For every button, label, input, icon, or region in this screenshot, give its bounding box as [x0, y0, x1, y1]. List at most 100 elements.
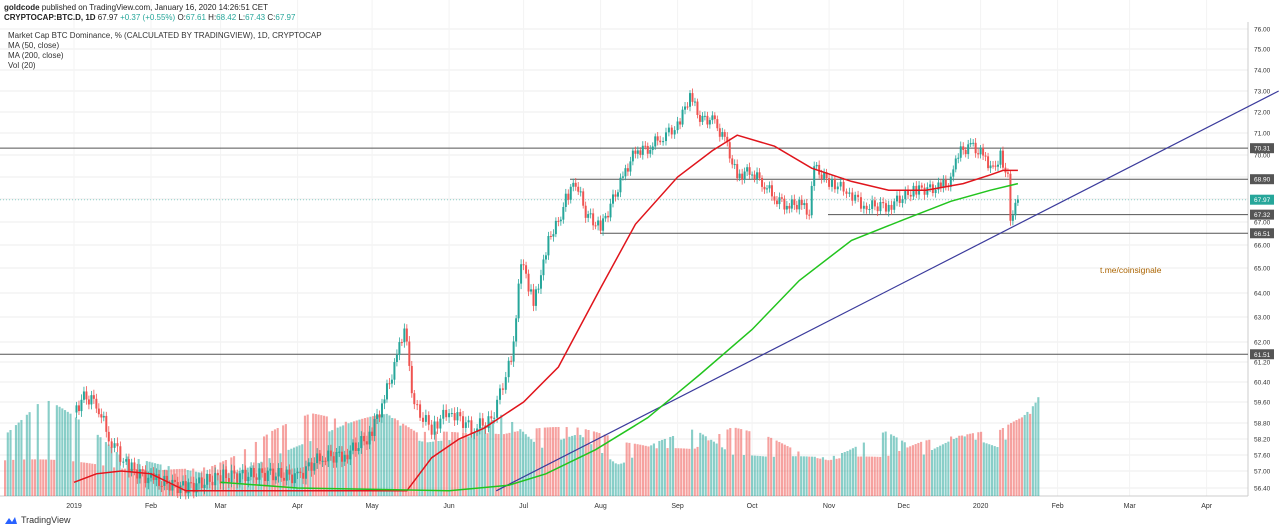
candle-body: [493, 417, 496, 419]
x-tick-label: Feb: [145, 503, 157, 510]
candle-body: [102, 415, 105, 418]
volume-bar: [1015, 420, 1018, 496]
ohlc-l: 67.43: [245, 13, 266, 22]
volume-bar: [950, 436, 953, 496]
volume-bar: [846, 450, 849, 496]
candle-body: [227, 478, 230, 483]
volume-bar: [467, 436, 470, 496]
legend-ma50[interactable]: MA (50, close): [8, 41, 60, 50]
volume-bar: [999, 429, 1002, 496]
ohlc-c-label: C:: [267, 13, 276, 22]
candle-body: [537, 288, 540, 290]
volume-bar: [666, 448, 669, 496]
candle-body: [713, 115, 716, 120]
volume-bar: [740, 429, 743, 496]
volume-bar: [363, 418, 366, 496]
candle-body: [200, 477, 203, 488]
volume-bar: [870, 456, 874, 496]
volume-bar: [478, 429, 481, 496]
candle-body: [696, 101, 699, 115]
candle-body: [190, 482, 193, 484]
candle-body: [456, 412, 459, 421]
candle-body: [920, 185, 923, 188]
candle-body: [95, 398, 98, 409]
volume-bar: [522, 431, 525, 496]
volume-bar: [342, 425, 345, 496]
candle-body: [746, 167, 749, 172]
volume-bar: [644, 445, 647, 496]
x-tick-label: Mar: [215, 503, 228, 510]
volume-bar: [69, 413, 72, 496]
volume-bar: [298, 445, 301, 496]
volume-bar: [650, 445, 653, 496]
candle-body: [609, 203, 612, 218]
volume-bar: [453, 432, 456, 496]
candle-body: [898, 195, 901, 203]
candle-body: [733, 164, 736, 166]
volume-bar: [53, 459, 56, 496]
candle-body: [614, 194, 617, 197]
volume-bar: [104, 442, 107, 496]
volume-bar: [153, 463, 157, 496]
candle-body: [179, 485, 182, 494]
volume-bar: [791, 456, 795, 496]
volume-bar: [393, 418, 396, 496]
volume-bar: [1020, 417, 1024, 496]
price-label: 66.51: [1254, 231, 1271, 238]
candle-body: [77, 405, 80, 412]
volume-bar: [911, 445, 914, 496]
volume-bar: [628, 442, 631, 496]
legend-ma200[interactable]: MA (200, close): [8, 51, 64, 60]
volume-bar: [601, 453, 604, 496]
candle-body: [763, 186, 766, 190]
legend-vol[interactable]: Vol (20): [8, 61, 36, 70]
volume-bar: [47, 400, 50, 496]
volume-bar: [565, 427, 568, 496]
author-name[interactable]: goldcode: [4, 3, 40, 12]
candle-body: [547, 235, 550, 256]
volume-bar: [328, 431, 331, 496]
candle-body: [244, 469, 247, 482]
volume-bar: [380, 414, 383, 496]
candle-body: [258, 468, 261, 480]
volume-bar: [151, 462, 154, 496]
y-tick-label: 73.00: [1254, 89, 1271, 96]
candle-body: [959, 146, 962, 158]
volume-bar: [58, 406, 61, 496]
volume-bar: [579, 434, 582, 496]
candle-body: [517, 283, 520, 319]
volume-bar: [562, 438, 566, 496]
candle-body: [708, 120, 711, 125]
candle-body: [357, 448, 360, 451]
volume-bar: [892, 435, 895, 496]
tradingview-logo[interactable]: TradingView: [4, 515, 71, 525]
volume-bar: [331, 430, 334, 496]
candle-body: [728, 142, 731, 159]
volume-bar: [102, 465, 105, 496]
volume-bar: [789, 447, 792, 496]
candle-body: [890, 204, 893, 210]
volume-bar: [502, 434, 506, 496]
y-tick-label: 61.20: [1254, 360, 1271, 367]
volume-bar: [352, 421, 356, 496]
candle-body: [562, 206, 565, 220]
candle-body: [82, 391, 85, 400]
candle-body: [481, 418, 484, 426]
volume-bar: [271, 430, 274, 496]
candle-body: [433, 421, 436, 435]
candle-body: [738, 173, 741, 179]
candle-body: [450, 413, 453, 415]
volume-bar: [276, 428, 279, 496]
candle-body: [879, 201, 882, 212]
candle-body: [535, 289, 537, 306]
volume-bar: [402, 423, 405, 496]
volume-bar: [868, 456, 871, 496]
candle-body: [989, 165, 992, 169]
volume-bar: [560, 439, 563, 496]
volume-bar: [980, 431, 983, 496]
volume-bar: [96, 434, 99, 496]
volume-bar: [440, 440, 443, 496]
y-tick-label: 58.80: [1254, 421, 1271, 428]
volume-bar: [377, 415, 380, 496]
